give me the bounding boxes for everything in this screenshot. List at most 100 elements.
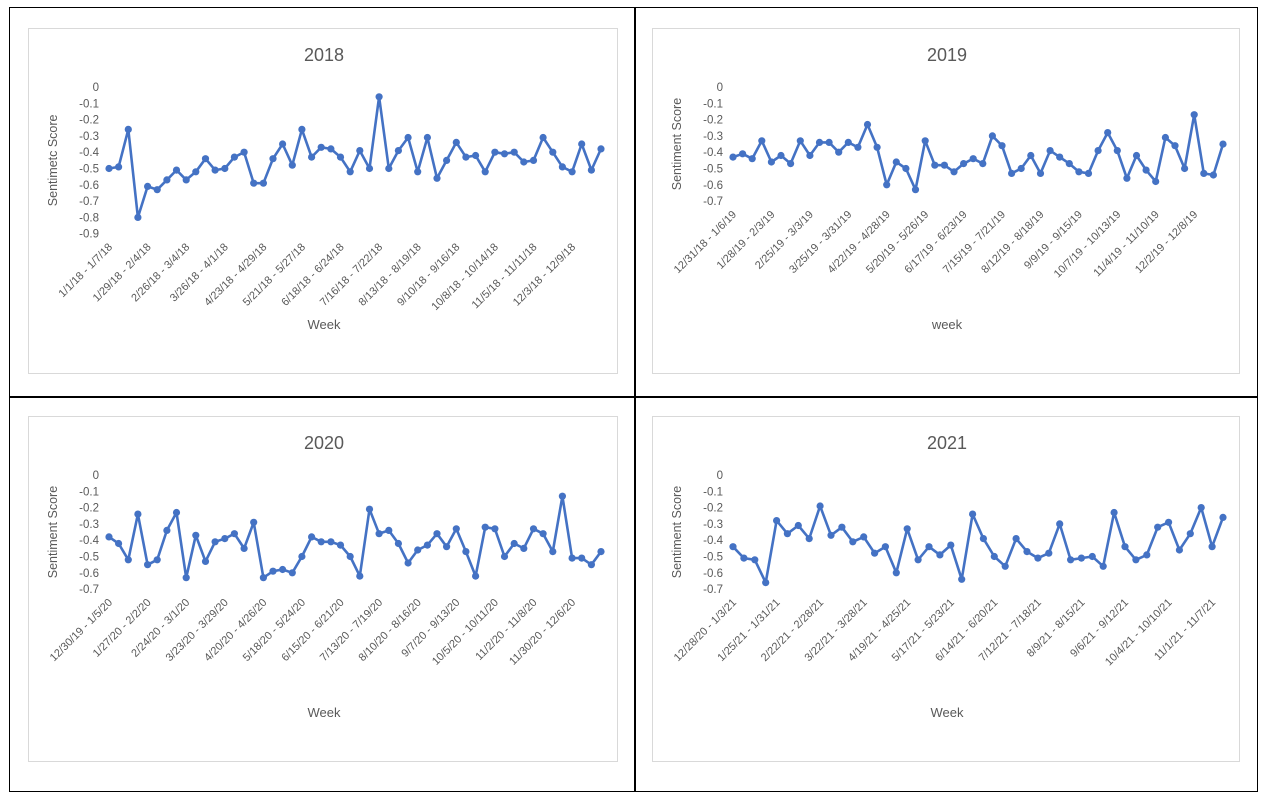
data-point: [549, 548, 557, 556]
data-point: [969, 155, 977, 163]
data-point: [385, 526, 393, 534]
data-point: [783, 530, 791, 538]
data-point: [115, 163, 123, 171]
data-point: [806, 151, 814, 160]
data-point: [936, 551, 944, 559]
data-point: [230, 153, 238, 161]
data-point: [462, 153, 470, 161]
data-point: [230, 530, 238, 538]
data-point: [1132, 151, 1141, 160]
data-point: [729, 153, 737, 161]
chart-svg-2018: 2018 0 -0.1 -0.2 -0.3 -0.4 -0.5 -0.6 -0.7 -0.8 -0.…: [46, 45, 605, 332]
y-tick-label: -0.4: [79, 147, 99, 159]
x-tick-label: 10/7/19 - 10/13/19: [1052, 209, 1124, 281]
data-point: [1084, 169, 1093, 177]
data-point: [1034, 554, 1042, 562]
series-line: [108, 95, 603, 219]
data-point: [911, 186, 920, 194]
grid-divider-horizontal: [10, 396, 1257, 398]
x-tick-label: 12/30/19 - 1/5/20: [48, 597, 115, 664]
data-point: [201, 557, 210, 565]
grid-divider-vertical: [634, 8, 636, 791]
data-point: [375, 93, 383, 101]
y-axis-label: Sentimetc Score: [46, 114, 60, 206]
y-tick-label: -0.2: [703, 115, 723, 127]
data-point: [748, 155, 756, 163]
data-point: [871, 549, 879, 557]
data-point: [336, 153, 345, 161]
data-point: [1045, 549, 1053, 557]
data-point: [1171, 142, 1179, 150]
y-tick-label: -0.4: [703, 147, 723, 159]
data-point: [510, 539, 518, 548]
series-line: [108, 494, 603, 579]
data-point: [500, 552, 509, 561]
data-point: [816, 502, 824, 510]
y-axis-label: Sentiment Score: [670, 486, 684, 578]
data-point: [597, 548, 605, 556]
data-point: [433, 174, 441, 182]
data-point: [414, 546, 422, 554]
chart-panel-2019: 2019 0 -0.1 -0.2 -0.3 -0.4 -0.5 -0.6 -0.7 Sentime…: [652, 28, 1240, 374]
y-tick-label: 0: [93, 470, 99, 482]
y-axis-label: Sentiment Score: [670, 98, 684, 190]
data-point: [404, 133, 412, 142]
data-point: [729, 543, 737, 551]
data-point: [433, 530, 441, 538]
data-point: [914, 556, 922, 564]
data-point: [1181, 164, 1189, 173]
data-point: [578, 554, 586, 562]
data-point: [902, 164, 910, 173]
data-point: [587, 561, 596, 569]
data-point: [931, 161, 939, 169]
data-point: [587, 166, 596, 174]
data-point: [881, 543, 889, 551]
y-axis-label: Sentiment Score: [46, 486, 60, 578]
chart-title: 2021: [927, 433, 967, 453]
data-point: [1209, 171, 1217, 179]
data-point: [240, 544, 248, 552]
data-point: [969, 510, 977, 518]
chart-panel-2021: 2021 0 -0.1 -0.2 -0.3 -0.4 -0.5 -0.6 -0.7 Sentime…: [652, 416, 1240, 762]
x-axis-label: Week: [931, 705, 964, 720]
data-point: [1099, 562, 1107, 570]
data-point: [758, 137, 766, 145]
y-tick-label: -0.5: [79, 164, 99, 176]
data-point: [773, 517, 781, 525]
data-point: [153, 186, 161, 194]
data-point: [1190, 111, 1198, 119]
data-point: [1075, 168, 1083, 176]
chart-title: 2018: [304, 45, 344, 65]
y-tick-label: -0.1: [79, 98, 99, 110]
y-tick-label: -0.1: [79, 486, 99, 498]
data-point: [1023, 548, 1031, 556]
y-tick-label: -0.9: [79, 229, 99, 241]
x-tick-label: 10/8/18 - 10/14/18: [429, 241, 501, 313]
x-tick-label: 11/4/19 - 11/10/19: [1091, 209, 1161, 279]
data-point: [1152, 177, 1160, 186]
data-point: [1046, 147, 1054, 155]
data-point: [221, 164, 229, 173]
data-point: [259, 179, 267, 187]
data-point: [452, 525, 460, 533]
x-tick-label: 12/31/18 - 1/6/19: [672, 209, 739, 276]
y-tick-label: -0.5: [703, 164, 723, 176]
data-point: [921, 137, 929, 145]
data-point: [250, 518, 258, 526]
data-point: [298, 552, 306, 561]
data-point: [1219, 513, 1227, 521]
data-point: [1110, 508, 1118, 517]
figure-grid: [9, 7, 1258, 792]
data-point: [794, 521, 802, 530]
chart-svg-2019: 2019 0 -0.1 -0.2 -0.3 -0.4 -0.5 -0.6 -0.7 Sentime…: [670, 45, 1227, 332]
data-point: [394, 147, 402, 155]
y-tick-label: -0.2: [79, 115, 99, 127]
y-tick-label: -0.7: [703, 584, 723, 596]
data-point: [520, 158, 528, 166]
data-point: [163, 526, 171, 534]
data-point: [443, 543, 451, 551]
data-point: [414, 168, 422, 176]
data-point: [134, 510, 142, 518]
data-point: [947, 541, 955, 549]
y-tick-label: -0.7: [703, 196, 723, 208]
